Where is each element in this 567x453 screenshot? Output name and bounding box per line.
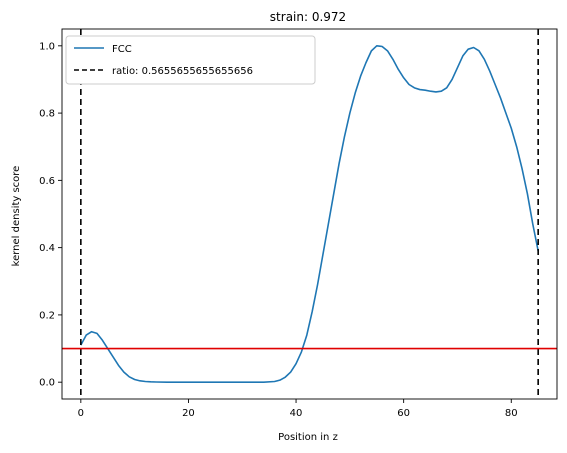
y-tick-label-2: 0.4 bbox=[39, 243, 55, 254]
x-tick-label-4: 80 bbox=[505, 408, 518, 419]
x-tick-label-1: 20 bbox=[182, 408, 195, 419]
legend-label-fcc: FCC bbox=[112, 44, 132, 55]
y-tick-label-4: 0.8 bbox=[39, 109, 55, 120]
x-tick-label-0: 0 bbox=[78, 408, 84, 419]
legend-label-ratio: ratio: 0.5655655655655656 bbox=[112, 66, 253, 77]
legend-box bbox=[65, 35, 316, 85]
chart-title: strain: 0.972 bbox=[270, 10, 346, 24]
x-tick-label-3: 60 bbox=[397, 408, 410, 419]
y-tick-label-1: 0.2 bbox=[39, 310, 55, 321]
axes: 0 20 40 60 80 0.0 0.2 0.4 0.6 0.8 1.0 bbox=[39, 28, 558, 419]
x-axis-label: Position in z bbox=[278, 432, 338, 443]
legend: FCC ratio: 0.5655655655655656 bbox=[65, 35, 316, 85]
x-tick-label-2: 40 bbox=[290, 408, 303, 419]
y-tick-label-0: 0.0 bbox=[39, 378, 55, 389]
series-line-fcc bbox=[80, 45, 539, 383]
axes-frame bbox=[61, 28, 558, 400]
y-tick-label-5: 1.0 bbox=[39, 41, 55, 52]
y-tick-label-3: 0.6 bbox=[39, 176, 55, 187]
y-axis-label: kernel density score bbox=[11, 166, 22, 267]
plot-area bbox=[62, 29, 557, 399]
